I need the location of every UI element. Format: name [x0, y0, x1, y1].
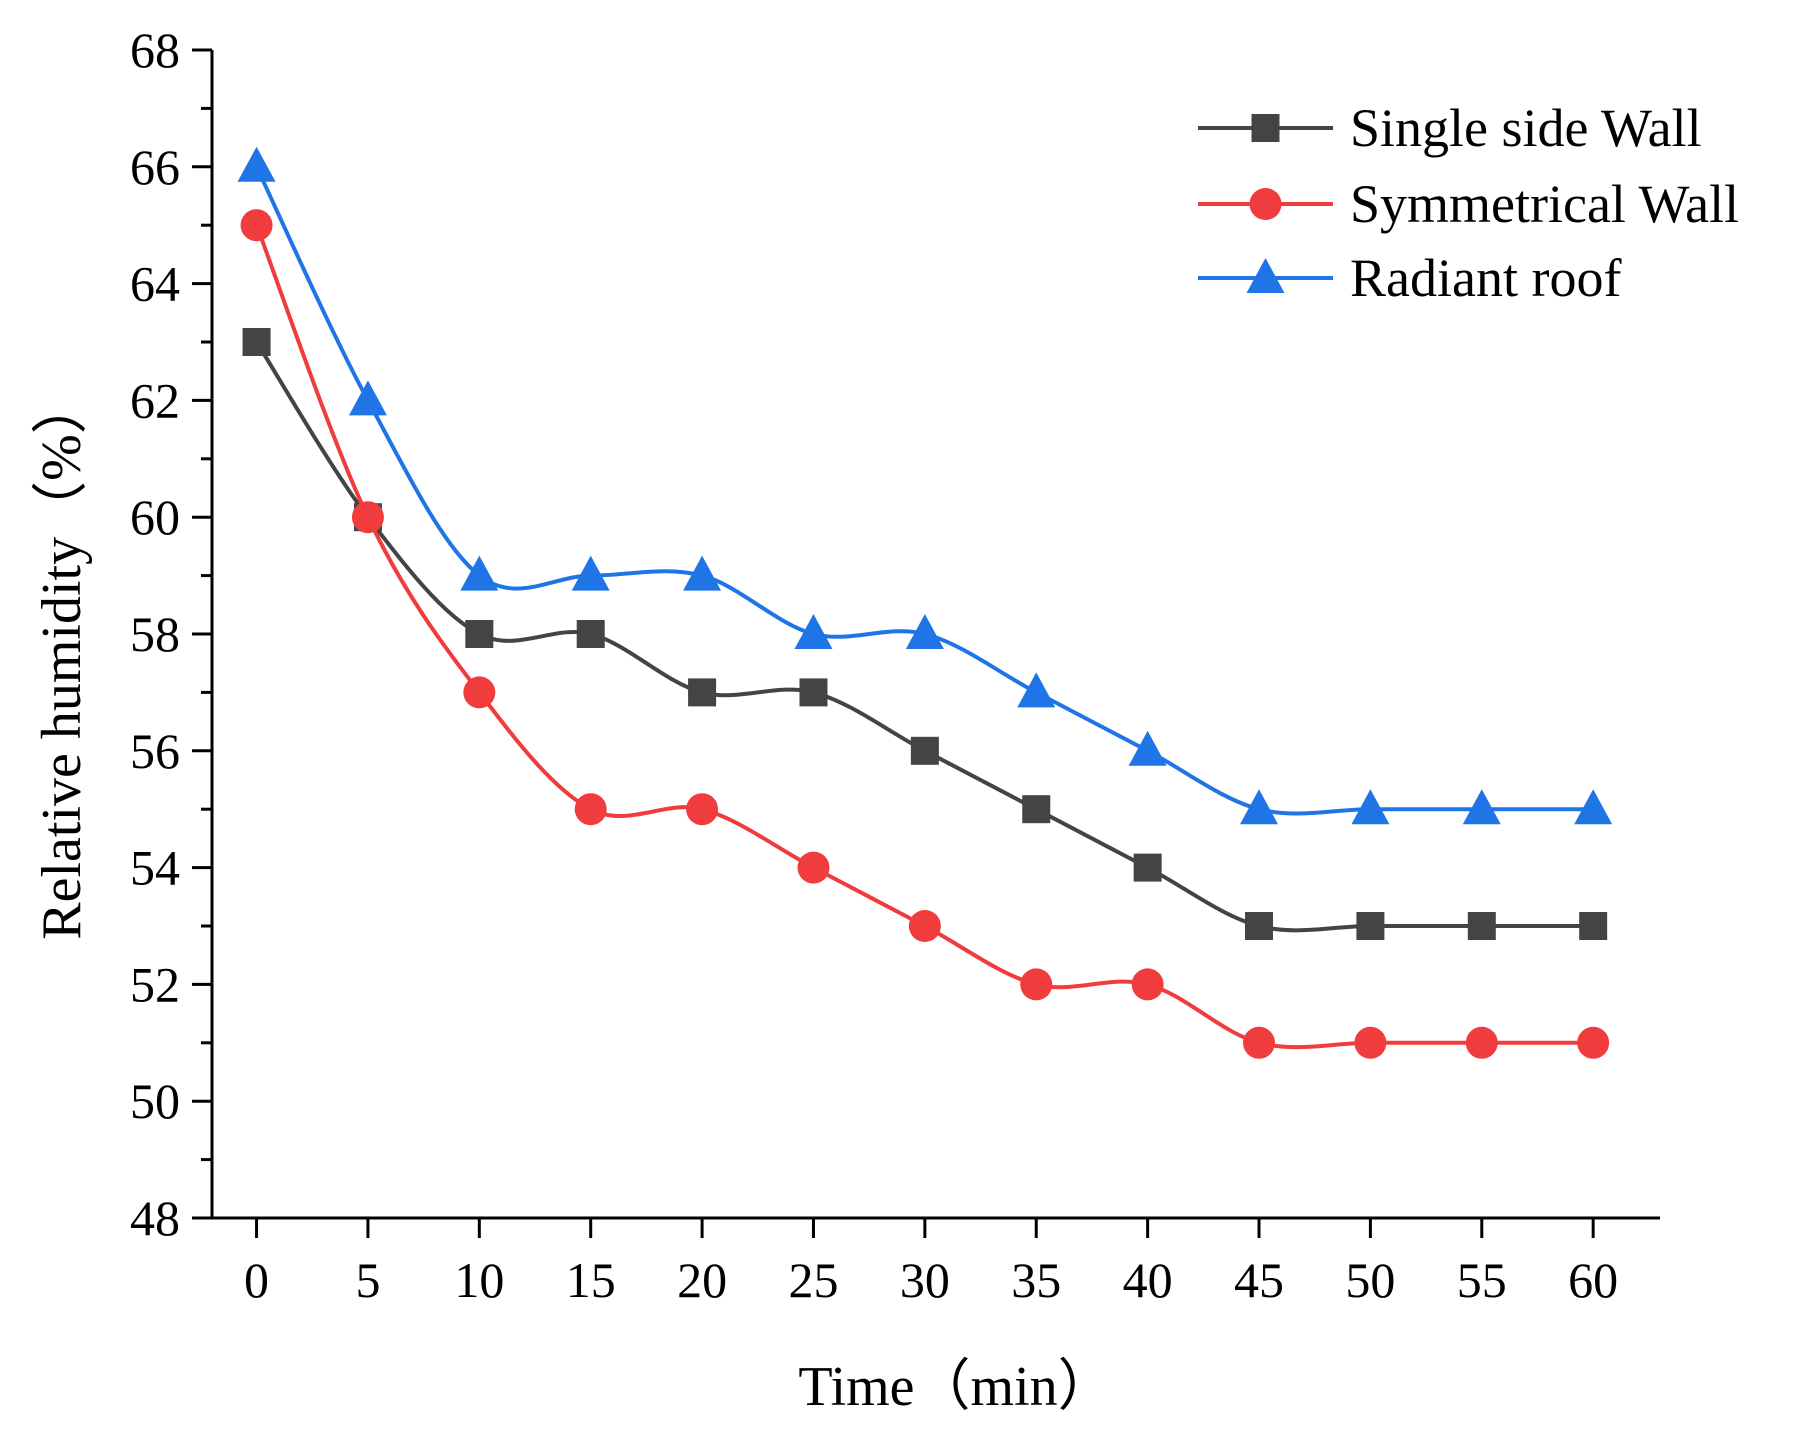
x-tick-label: 40: [1123, 1252, 1173, 1308]
data-point-triangle: [460, 555, 499, 591]
x-tick-label: 5: [355, 1252, 380, 1308]
data-point-square: [1579, 912, 1608, 940]
data-point-circle: [1577, 1026, 1610, 1059]
y-tick-label: 54: [130, 840, 180, 896]
y-tick-label: 56: [130, 723, 180, 779]
axes: 48 50 52 54 56 58 60 62 64 66 68 0 5 10 15 20 25 30 35 40 45…: [130, 22, 1660, 1308]
y-tick-label: 68: [130, 22, 180, 78]
data-point-square: [465, 620, 494, 648]
data-point-triangle: [683, 555, 722, 591]
x-tick-label: 20: [677, 1252, 727, 1308]
y-axis-title: Relative humidity（%）: [31, 378, 93, 939]
x-tick-label: 25: [788, 1252, 838, 1308]
legend-marker-square: [1251, 114, 1280, 142]
legend: Single side Wall Symmetrical Wall Radiant …: [1198, 98, 1739, 308]
x-tick-label: 15: [566, 1252, 616, 1308]
data-point-square: [910, 736, 939, 765]
data-point-circle: [240, 209, 273, 242]
y-tick-label: 60: [130, 489, 180, 545]
data-point-square: [1245, 912, 1274, 940]
data-point-circle: [1465, 1026, 1498, 1059]
data-point-circle: [351, 501, 384, 534]
data-point-square: [1467, 912, 1496, 940]
legend-marker-circle: [1249, 188, 1282, 220]
legend-item-radiant-roof: Radiant roof: [1198, 248, 1621, 308]
series-line: [254, 165, 1594, 816]
data-point-triangle: [1351, 789, 1390, 825]
data-point-circle: [1020, 968, 1053, 1001]
data-point-triangle: [794, 614, 833, 649]
y-tick-label: 62: [130, 372, 180, 428]
series-single-side-wall: [242, 328, 1608, 940]
data-point-triangle: [1240, 789, 1279, 825]
data-point-circle: [574, 793, 607, 826]
data-point-circle: [1131, 968, 1164, 1001]
x-tick-label: 50: [1345, 1252, 1395, 1308]
data-point-circle: [686, 793, 719, 826]
series-line: [254, 224, 1594, 1050]
y-tick-label: 64: [130, 256, 180, 312]
y-tick-label: 66: [130, 139, 180, 195]
data-point-circle: [1354, 1026, 1387, 1059]
data-point-square: [1356, 912, 1385, 940]
x-tick-label: 55: [1457, 1252, 1507, 1308]
x-tick-label: 60: [1568, 1252, 1618, 1308]
legend-item-symmetrical-wall: Symmetrical Wall: [1198, 174, 1739, 234]
data-point-square: [1133, 853, 1162, 882]
legend-label: Symmetrical Wall: [1350, 174, 1739, 234]
data-point-circle: [463, 676, 496, 709]
data-point-triangle: [237, 146, 276, 182]
legend-label: Single side Wall: [1350, 98, 1702, 158]
series-symmetrical-wall: [240, 209, 1610, 1059]
y-tick-label: 50: [130, 1073, 180, 1129]
series-radiant-roof: [237, 146, 1613, 825]
data-point-triangle: [905, 614, 944, 649]
x-tick-label: 0: [244, 1252, 269, 1308]
data-point-triangle: [1128, 730, 1167, 766]
x-axis-title: Time（min）: [798, 1356, 1113, 1418]
data-point-triangle: [571, 555, 610, 591]
y-tick-label: 58: [130, 606, 180, 662]
legend-marker-triangle: [1246, 258, 1285, 293]
data-point-square: [242, 328, 271, 356]
data-point-triangle: [1017, 672, 1056, 708]
series-layer: [237, 146, 1613, 1059]
data-point-triangle: [348, 380, 387, 416]
x-tick-label: 35: [1011, 1252, 1061, 1308]
data-point-square: [688, 678, 717, 707]
data-point-circle: [1243, 1026, 1276, 1059]
y-tick-label: 48: [130, 1190, 180, 1246]
data-point-triangle: [1462, 789, 1501, 825]
data-point-square: [1022, 795, 1051, 824]
data-point-circle: [908, 910, 941, 942]
x-tick-label: 10: [454, 1252, 504, 1308]
data-point-square: [576, 620, 605, 648]
x-tick-label: 30: [900, 1252, 950, 1308]
legend-item-single-side-wall: Single side Wall: [1198, 98, 1702, 158]
data-point-triangle: [1574, 789, 1613, 825]
data-point-square: [799, 678, 828, 707]
legend-label: Radiant roof: [1350, 248, 1621, 308]
y-tick-label: 52: [130, 956, 180, 1012]
x-tick-label: 45: [1234, 1252, 1284, 1308]
data-point-circle: [797, 851, 830, 884]
